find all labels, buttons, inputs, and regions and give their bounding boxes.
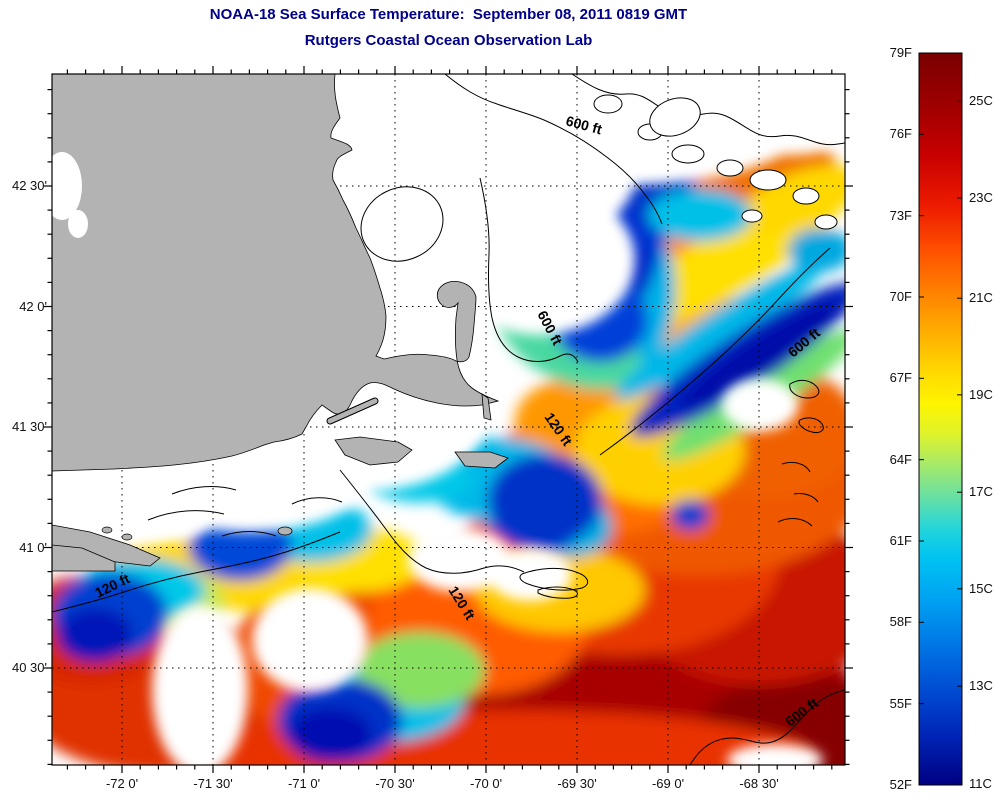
depth-contour: [147, 510, 225, 521]
land-layer: [52, 74, 509, 572]
lon-tick-label: -71 0': [287, 776, 321, 791]
depth-contour: [537, 586, 578, 599]
cloud-blob: [252, 588, 368, 692]
colorbar: [918, 52, 963, 786]
sst-blob: [671, 500, 709, 530]
colorbar-fahrenheit-label: 58F: [889, 614, 912, 630]
depth-contour: [52, 531, 341, 613]
colorbar-celsius-label: 19C: [969, 386, 993, 402]
cloud-blob: [488, 549, 572, 601]
colorbar-fahrenheit-label: 55F: [889, 695, 912, 711]
depth-contour: [571, 74, 845, 146]
lon-tick-label: -70 0': [469, 776, 503, 791]
sst-blob: [288, 708, 372, 762]
sst-blob: [355, 632, 485, 708]
lat-tick-label: 40 30': [11, 660, 47, 675]
depth-contour: [291, 497, 343, 505]
cloud-blob: [727, 744, 823, 765]
lon-tick-label: -72 0': [105, 776, 139, 791]
coast-island-outline: [716, 159, 744, 177]
depth-contours: [52, 74, 845, 765]
coast-island-outline: [649, 97, 701, 137]
island-block: [277, 526, 293, 536]
lat-tick-label: 42 0': [19, 298, 47, 314]
cloud-blob: [722, 379, 798, 431]
depth-contour: [781, 461, 811, 473]
coast-island-outline: [814, 214, 838, 230]
colorbar-ticks: [919, 52, 962, 786]
depth-contour: [777, 518, 813, 527]
sst-blob: [488, 454, 602, 546]
figure-title: NOAA-18 Sea Surface Temperature: Septemb…: [209, 6, 688, 23]
depth-contour: [789, 379, 820, 399]
figure-subtitle: Rutgers Coastal Ocean Observation Lab: [304, 32, 593, 49]
depth-contour: [221, 531, 277, 537]
cloud-blob: [65, 458, 235, 542]
depth-contour: [444, 74, 663, 225]
colorbar-celsius-label: 13C: [969, 678, 993, 694]
coast-island-outline: [593, 94, 623, 114]
sst-blob: [648, 189, 752, 241]
lon-tick-label: -69 30': [557, 776, 597, 791]
colorbar-fahrenheit-label: 76F: [889, 126, 912, 142]
colorbar-celsius-label: 15C: [969, 580, 993, 596]
depth-contour: [519, 567, 589, 591]
island-monomoy: [481, 393, 492, 421]
depth-contour: [339, 469, 525, 574]
sst-blob: [679, 301, 841, 409]
depth-contour: [171, 486, 237, 495]
sst-blob: [788, 228, 845, 272]
lat-tick-label: 41 0': [19, 539, 47, 555]
island-marthas-vineyard: [334, 436, 413, 466]
cloud-blob: [408, 528, 512, 592]
colorbar-fahrenheit-label: 67F: [889, 370, 912, 386]
small-island: [101, 526, 113, 534]
colorbar-fahrenheit-label: 70F: [889, 289, 912, 304]
lon-tick-label: -69 0': [651, 776, 685, 791]
coast-island-outline: [792, 187, 820, 205]
lat-tick-label: 41 30': [11, 419, 47, 434]
island-chain: [327, 398, 378, 424]
lon-tick-label: -71 30': [193, 776, 233, 791]
lat-tick-label: 42 30': [11, 178, 47, 193]
colorbar-celsius-label: 11C: [969, 775, 992, 791]
cloud-blob: [335, 145, 505, 315]
depth-contour: [479, 177, 579, 363]
small-island: [121, 533, 133, 541]
sst-blob: [57, 608, 133, 662]
cloud-blob: [152, 605, 248, 765]
lon-tick-label: -70 30': [375, 776, 415, 791]
depth-contour: [689, 689, 845, 765]
map-frame: [51, 73, 846, 766]
colorbar-fahrenheit-label: 73F: [889, 207, 912, 223]
cloud-blob: [700, 74, 845, 155]
coast-island-outline: [741, 209, 763, 223]
coast-island-outline: [749, 169, 787, 191]
colorbar-fahrenheit-label: 52F: [889, 777, 912, 792]
sst-blob: [614, 260, 826, 400]
depth-contour: [599, 247, 831, 456]
axis-ticks: [44, 66, 853, 773]
island-nantucket: [454, 451, 509, 469]
lon-tick-label: -68 30': [739, 776, 779, 791]
colorbar-fahrenheit-label: 64F: [889, 451, 912, 467]
land-corner: [52, 544, 116, 572]
colorbar-fahrenheit-label: 61F: [889, 533, 912, 548]
colorbar-fahrenheit-label: 79F: [889, 45, 912, 60]
depth-contour: [793, 493, 819, 503]
colorbar-celsius-label: 25C: [969, 93, 993, 109]
cloud-over-land: [52, 152, 82, 220]
colorbar-celsius-label: 17C: [969, 484, 993, 500]
colorbar-celsius-label: 23C: [969, 189, 993, 205]
coast-island-outline: [671, 144, 705, 164]
cloud-over-land: [68, 210, 88, 238]
colorbar-celsius-label: 21C: [969, 290, 993, 306]
depth-contour: [798, 417, 824, 433]
bank-contour: [360, 186, 444, 262]
cloud-blob: [800, 74, 845, 125]
